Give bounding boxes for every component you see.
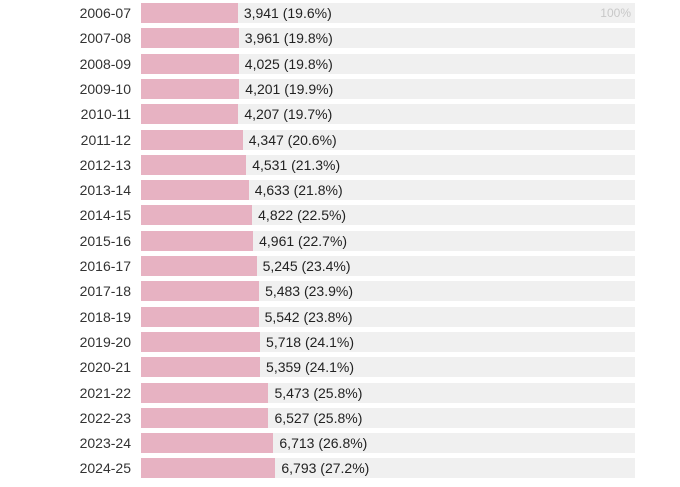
bar-track: 3,941 (19.6%) 100% (141, 3, 635, 23)
bar (141, 357, 261, 378)
value-label: 4,961 (22.7%) (259, 232, 348, 249)
bar-track: 4,822 (22.5%) (141, 205, 635, 226)
bar (141, 433, 274, 454)
value-label: 4,201 (19.9%) (245, 80, 334, 97)
bar (141, 331, 261, 352)
category-label: 2024-25 (79, 460, 131, 477)
category-label: 2012-13 (79, 156, 131, 173)
category-label: 2015-16 (79, 232, 131, 249)
bar-track: 4,961 (22.7%) (141, 230, 635, 251)
bar (141, 180, 249, 201)
bar-track: 4,633 (21.8%) (141, 180, 635, 201)
bar (141, 205, 253, 226)
bar-track: 3,961 (19.8%) (141, 28, 635, 49)
bar-track: 5,542 (23.8%) (141, 306, 635, 327)
bar-track: 6,527 (25.8%) (141, 407, 635, 428)
category-label: 2009-10 (79, 80, 131, 97)
bar-track: 6,713 (26.8%) (141, 433, 635, 454)
bar-track: 5,718 (24.1%) (141, 331, 635, 352)
value-label: 5,718 (24.1%) (266, 333, 354, 350)
bar-track: 4,347 (20.6%) (141, 129, 635, 150)
value-label: 4,347 (20.6%) (248, 131, 337, 148)
value-label: 3,941 (19.6%) (243, 5, 332, 21)
bar-track: 5,359 (24.1%) (141, 357, 635, 378)
value-label: 4,531 (21.3%) (252, 156, 341, 173)
category-label: 2008-09 (79, 55, 131, 72)
value-label: 6,713 (26.8%) (279, 435, 368, 452)
value-label: 4,025 (19.8%) (244, 55, 333, 72)
bar (141, 382, 269, 403)
bar (141, 104, 239, 125)
bar-track: 4,531 (21.3%) (141, 154, 635, 175)
bar-track: 5,483 (23.9%) (141, 281, 635, 302)
bar (141, 3, 238, 23)
category-label: 2023-24 (79, 435, 131, 452)
category-label: 2007-08 (79, 30, 131, 47)
bar (141, 154, 247, 175)
category-label: 2016-17 (79, 258, 131, 274)
value-label: 4,822 (22.5%) (258, 207, 347, 224)
value-label: 5,483 (23.9%) (265, 283, 354, 300)
category-label: 2013-14 (79, 182, 131, 199)
value-label: 6,793 (27.2%) (281, 460, 370, 477)
category-label: 2014-15 (79, 207, 131, 224)
bar (141, 230, 254, 251)
value-label: 5,542 (23.8%) (264, 308, 353, 325)
category-label: 2020-21 (79, 359, 131, 376)
max-scale-label: 100% (600, 6, 631, 20)
category-label: 2017-18 (79, 283, 131, 300)
value-label: 5,473 (25.8%) (274, 384, 363, 401)
value-label: 4,207 (19.7%) (244, 106, 333, 123)
bar (141, 78, 240, 99)
bar (141, 306, 259, 327)
value-label: 6,527 (25.8%) (274, 409, 363, 426)
value-label: 3,961 (19.8%) (244, 30, 333, 47)
value-label: 4,633 (21.8%) (254, 182, 343, 199)
bar-track: 6,793 (27.2%) (141, 458, 635, 479)
bar (141, 256, 257, 276)
bar-track: 4,207 (19.7%) (141, 104, 635, 125)
category-label: 2010-11 (80, 106, 131, 123)
bar (141, 129, 243, 150)
bar (141, 407, 269, 428)
category-label: 2022-23 (79, 409, 131, 426)
bar (141, 53, 239, 74)
category-label: 2021-22 (79, 384, 131, 401)
bar-track: 4,201 (19.9%) (141, 78, 635, 99)
category-label: 2018-19 (79, 308, 131, 325)
bar-track: 4,025 (19.8%) (141, 53, 635, 74)
bar-track: 5,473 (25.8%) (141, 382, 635, 403)
category-label: 2006-07 (79, 5, 131, 21)
value-label: 5,359 (24.1%) (266, 359, 354, 376)
category-label: 2011-12 (80, 131, 131, 148)
bar (141, 281, 260, 302)
bar (141, 28, 239, 49)
value-label: 5,245 (23.4%) (262, 258, 351, 274)
bar-track: 5,245 (23.4%) (141, 256, 635, 276)
category-label: 2019-20 (79, 333, 131, 350)
bar (141, 458, 276, 479)
